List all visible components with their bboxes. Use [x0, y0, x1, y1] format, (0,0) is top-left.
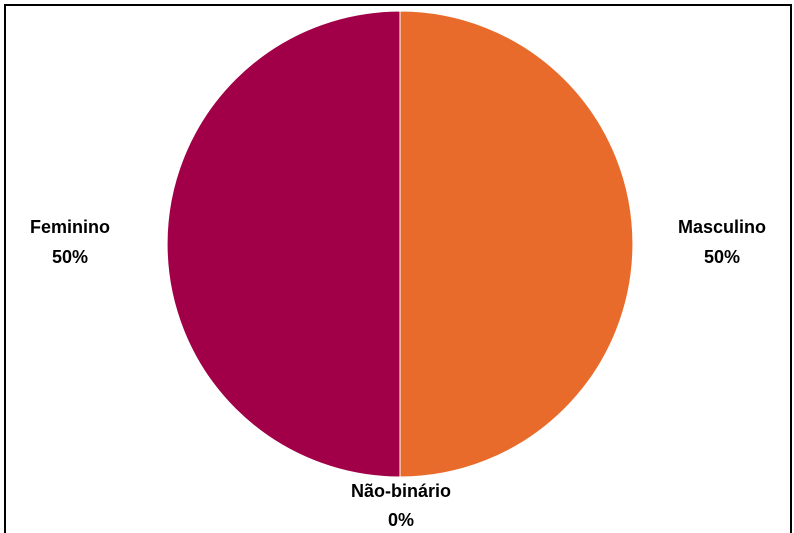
- label-nao-binario-name: Não-binário: [351, 481, 451, 501]
- pie-slices: [166, 10, 634, 478]
- label-nao-binario: Não-binário 0%: [351, 481, 451, 530]
- pie-slice-masculino: [399, 10, 634, 478]
- label-masculino: Masculino 50%: [678, 217, 766, 267]
- label-feminino: Feminino 50%: [30, 217, 110, 267]
- label-masculino-name: Masculino: [678, 217, 766, 237]
- pie-slice-feminino: [166, 10, 401, 478]
- label-masculino-percent: 50%: [704, 247, 740, 267]
- label-nao-binario-percent: 0%: [388, 510, 414, 530]
- label-feminino-name: Feminino: [30, 217, 110, 237]
- label-feminino-percent: 50%: [52, 247, 88, 267]
